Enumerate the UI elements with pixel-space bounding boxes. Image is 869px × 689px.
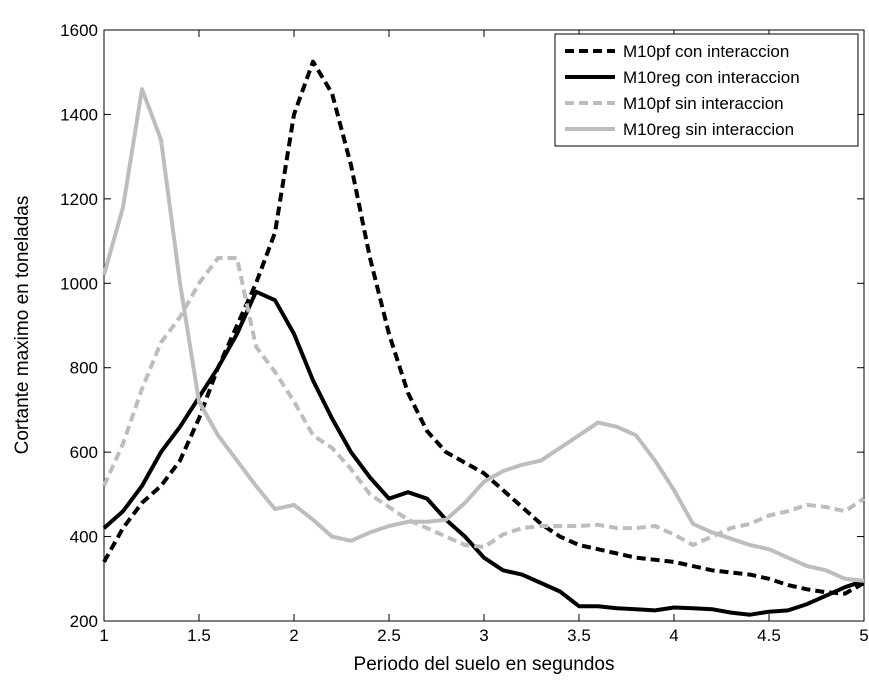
y-tick-label: 1000 [60, 274, 98, 293]
y-tick-label: 800 [70, 359, 98, 378]
legend-box [554, 33, 859, 147]
series-line [102, 289, 865, 617]
x-axis-label: Periodo del suelo en segundos [354, 654, 615, 675]
y-tick-label: 1400 [60, 105, 98, 124]
x-tick-label: 5 [859, 626, 868, 645]
x-tick-label: 4.5 [757, 626, 781, 645]
x-tick-label: 1 [99, 626, 108, 645]
x-tick-label: 3 [479, 626, 488, 645]
x-tick-label: 2 [289, 626, 298, 645]
y-tick-label: 1200 [60, 190, 98, 209]
y-tick-label: 200 [70, 612, 98, 631]
legend-label: M10pf con interaccion [623, 42, 789, 61]
y-axis-label: Cortante maximo en toneladas [12, 196, 33, 455]
y-tick-label: 1600 [60, 21, 98, 40]
x-tick-label: 4 [669, 626, 678, 645]
legend-label: M10reg con interaccion [623, 68, 800, 87]
y-tick-label: 400 [70, 528, 98, 547]
legend-label: M10reg sin interaccion [623, 120, 794, 139]
y-tick-label: 600 [70, 443, 98, 462]
series-line [102, 59, 865, 596]
series-line [102, 87, 865, 583]
x-tick-label: 1.5 [187, 626, 211, 645]
legend: M10pf con interaccion M10reg con interacc… [554, 33, 859, 147]
legend-label: M10pf sin interaccion [623, 94, 784, 113]
x-tick-label: 3.5 [567, 626, 591, 645]
series-line [102, 256, 866, 550]
x-tick-label: 2.5 [377, 626, 401, 645]
